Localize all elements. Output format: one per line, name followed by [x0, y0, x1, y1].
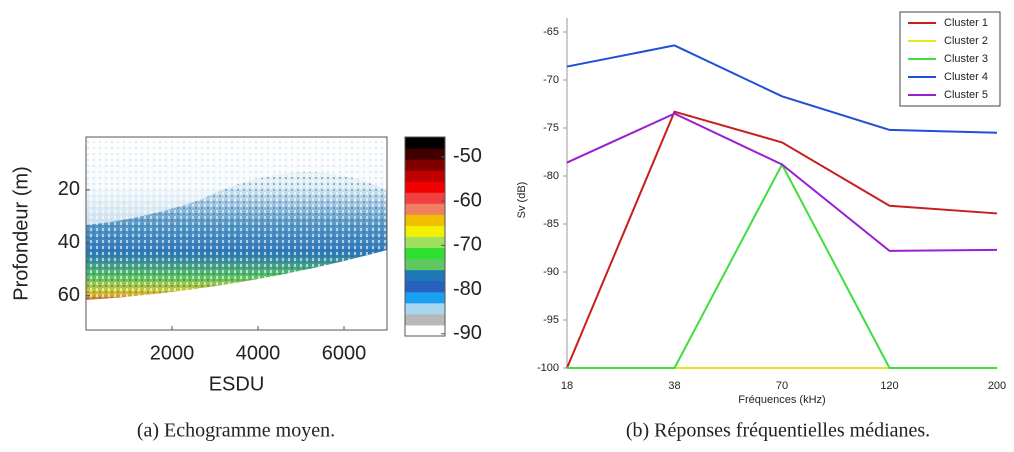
x-tick-label: 4000	[236, 342, 281, 364]
y-tick-label: -65	[543, 26, 559, 38]
line	[566, 110, 998, 369]
colorbar-tick-label: -60	[453, 189, 482, 211]
x-tick-label: 120	[880, 380, 898, 392]
line	[567, 162, 997, 369]
colorbar-block	[405, 192, 445, 204]
y-tick-label: 20	[58, 178, 80, 200]
echogram-image	[86, 137, 387, 330]
x-tick-label: 6000	[322, 342, 367, 364]
y-axis-label: Sv (dB)	[516, 182, 528, 219]
caption: (b) Réponses fréquentielles médianes.	[626, 420, 930, 442]
colorbar-block	[405, 148, 445, 160]
x-axis-label: Fréquences (kHz)	[738, 394, 825, 406]
legend-label: Cluster 1	[944, 17, 988, 29]
y-tick-label: 60	[58, 284, 80, 306]
legend-label: Cluster 4	[944, 71, 988, 83]
colorbar-block	[405, 258, 445, 271]
colorbar-block	[405, 170, 445, 182]
colorbar-block	[405, 203, 445, 215]
colorbar-block	[405, 225, 445, 237]
y-tick-label: 40	[58, 231, 80, 253]
y-tick-label: -95	[543, 314, 559, 326]
colorbar-block	[405, 313, 445, 326]
legend-label: Cluster 5	[944, 89, 988, 101]
line	[566, 44, 998, 134]
colorbar-block	[405, 181, 445, 193]
caption: (a) Echogramme moyen.	[137, 420, 335, 442]
y-tick-label: -80	[543, 170, 559, 182]
colorbar-block	[405, 269, 445, 282]
y-axis-label: Profondeur (m)	[10, 166, 32, 301]
colorbar-block	[405, 214, 445, 226]
y-tick-label: -90	[543, 266, 559, 278]
colorbar-block	[405, 137, 445, 149]
colorbar-tick-label: -70	[453, 234, 482, 256]
line	[566, 112, 998, 252]
legend-label: Cluster 3	[944, 53, 988, 65]
legend-label: Cluster 2	[944, 35, 988, 47]
colorbar-frame	[404, 136, 446, 337]
colorbar-block	[405, 280, 445, 293]
y-tick-label: -100	[537, 362, 559, 374]
colorbar-block	[405, 324, 445, 337]
colorbar-block	[405, 236, 445, 249]
x-axis-label: ESDU	[209, 373, 265, 395]
x-tick-label: 18	[561, 380, 573, 392]
y-tick-label: -70	[543, 74, 559, 86]
colorbar-block	[405, 159, 445, 171]
y-tick-label: -85	[543, 218, 559, 230]
colorbar-tick-label: -80	[453, 278, 482, 300]
y-tick-label: -75	[543, 122, 559, 134]
x-tick-label: 70	[776, 380, 788, 392]
colorbar-tick-label: -50	[453, 145, 482, 167]
x-tick-label: 200	[988, 380, 1006, 392]
x-tick-label: 38	[668, 380, 680, 392]
x-tick-label: 2000	[150, 342, 195, 364]
plot-frame	[85, 136, 388, 331]
colorbar-block	[405, 247, 445, 260]
colorbar-tick-label: -90	[453, 322, 482, 344]
colorbar-block	[405, 302, 445, 315]
colorbar-block	[405, 291, 445, 304]
